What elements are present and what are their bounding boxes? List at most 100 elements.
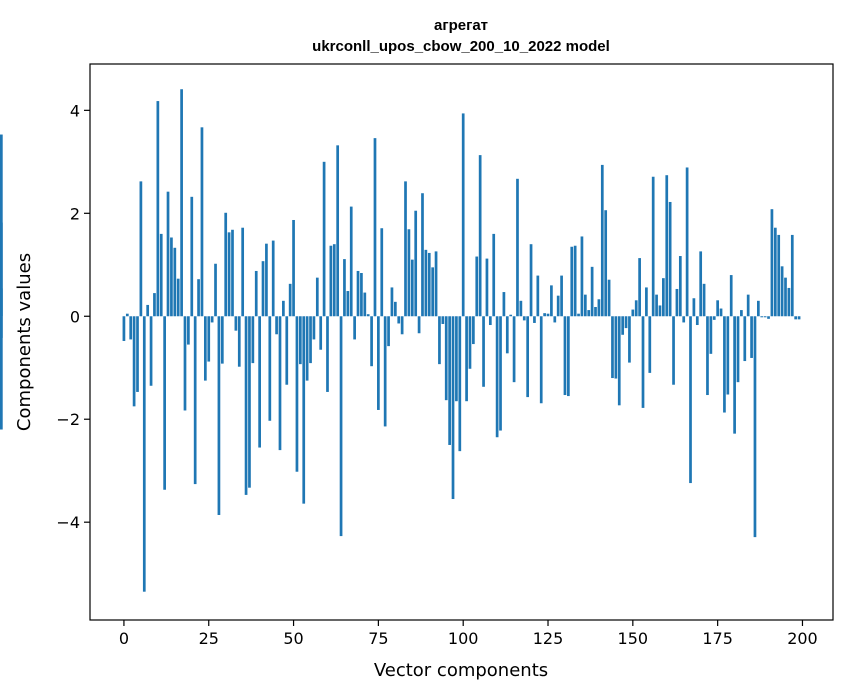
bar-167 — [689, 316, 692, 484]
bar-105 — [478, 155, 482, 317]
bar-128 — [556, 295, 560, 317]
bar-113 — [505, 316, 509, 354]
bar-60 — [326, 316, 329, 392]
bar-82 — [400, 316, 404, 335]
bar-101 — [465, 316, 468, 402]
bar-163 — [675, 288, 679, 317]
bar-124 — [543, 313, 546, 317]
bar-160 — [665, 175, 669, 317]
bar-162 — [672, 316, 675, 385]
bar-8 — [149, 316, 153, 386]
bar-114 — [509, 314, 513, 317]
bar-58 — [319, 316, 323, 350]
y-tick-label: 2 — [70, 204, 80, 223]
bar-194 — [780, 266, 784, 317]
bar-69 — [356, 270, 360, 317]
bar-99 — [458, 316, 462, 452]
bar-11 — [159, 233, 163, 317]
bar-146 — [617, 316, 621, 406]
bar-183 — [743, 316, 747, 362]
bar-120 — [529, 244, 533, 317]
bar-112 — [502, 292, 506, 317]
bar-193 — [777, 234, 781, 317]
bar-80 — [393, 301, 397, 317]
bar-42 — [265, 243, 268, 317]
bar-64 — [339, 316, 343, 537]
x-tick-label: 125 — [533, 629, 564, 648]
bar-178 — [726, 316, 730, 395]
bar-187 — [757, 300, 760, 317]
bar-61 — [329, 245, 333, 317]
bar-71 — [363, 292, 367, 317]
bar-78 — [387, 316, 390, 347]
bar-196 — [787, 287, 791, 317]
bar-94 — [441, 316, 445, 324]
bar-116 — [516, 178, 519, 317]
bar-96 — [448, 316, 451, 445]
bar-34 — [237, 316, 241, 367]
bar-164 — [678, 256, 682, 317]
bar-41 — [261, 261, 265, 317]
bar-84 — [407, 229, 411, 317]
bar-9 — [153, 293, 156, 317]
bar-90 — [427, 252, 431, 317]
bar-50 — [292, 219, 295, 317]
bar-109 — [492, 233, 496, 317]
bar-147 — [621, 316, 625, 335]
bar-6 — [142, 316, 146, 592]
bar-133 — [573, 245, 577, 317]
bar-195 — [784, 277, 787, 317]
bar-121 — [533, 316, 536, 323]
bar-108 — [488, 316, 492, 326]
bar-75 — [377, 316, 380, 410]
bar-118 — [522, 316, 526, 321]
bar-98 — [455, 316, 458, 402]
bar-59 — [322, 161, 326, 317]
bar-28 — [217, 316, 221, 515]
bar-173 — [709, 316, 713, 354]
bar-190 — [767, 316, 770, 319]
bar-66 — [346, 291, 350, 317]
chart-title-line2: ukrconll_upos_cbow_200_10_2022 model — [312, 38, 610, 55]
bar-33 — [234, 316, 238, 331]
bar-110 — [495, 316, 499, 438]
bar-83 — [404, 181, 407, 317]
bar-138 — [590, 266, 594, 317]
bar-119 — [526, 316, 530, 398]
bar-22 — [197, 279, 200, 317]
bar-139 — [594, 306, 597, 317]
bar-188 — [760, 316, 764, 318]
bar-140 — [597, 299, 601, 317]
x-ticks-group: 0 25 50 75 100 125 150 175 200 — [119, 620, 818, 648]
bar-161 — [668, 201, 672, 317]
bar-166 — [685, 167, 689, 317]
bar-17 — [180, 89, 183, 317]
bar-0 — [122, 316, 126, 341]
x-tick-label: 175 — [702, 629, 733, 648]
bar-15 — [173, 247, 177, 317]
bar-39 — [254, 270, 258, 317]
bar-40 — [258, 316, 261, 448]
bar-53 — [302, 316, 306, 504]
bar-68 — [353, 316, 356, 340]
bar-198 — [794, 316, 798, 320]
bar-54 — [305, 316, 309, 381]
bar-87 — [417, 316, 421, 334]
bar-126 — [550, 285, 553, 317]
bar-55 — [309, 316, 312, 364]
bar-91 — [431, 267, 435, 317]
bar-103 — [472, 316, 475, 345]
bar-151 — [634, 300, 638, 317]
bar-199 — [797, 316, 801, 320]
bar-79 — [390, 287, 394, 317]
bar-26 — [210, 316, 214, 323]
bar-77 — [383, 316, 387, 427]
bar-165 — [682, 316, 686, 323]
bar-152 — [638, 258, 641, 317]
bar-51 — [295, 316, 299, 472]
bar-19 — [187, 316, 190, 345]
bar-127 — [553, 316, 557, 323]
bar-63 — [336, 145, 340, 317]
bar-97 — [451, 316, 455, 500]
bar-172 — [706, 316, 709, 396]
